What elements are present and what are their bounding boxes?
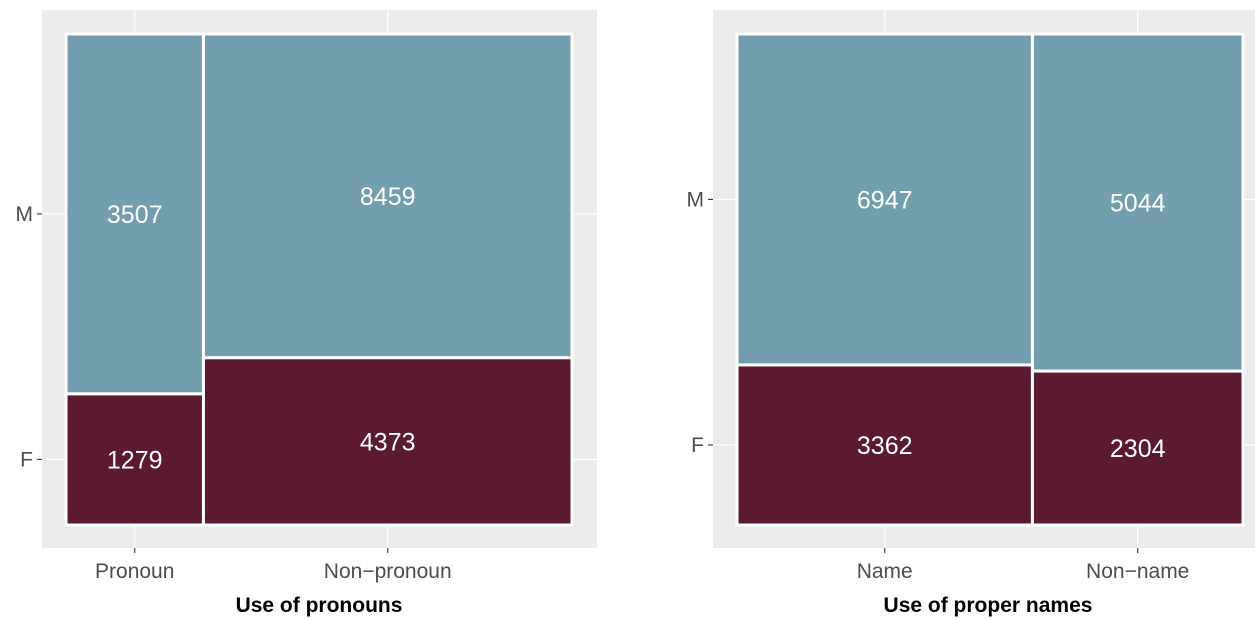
- cell-label-f: 1279: [107, 446, 163, 474]
- cell-labels-pronouns: 1279 3507 4373 8459: [107, 183, 416, 475]
- cell-label-f: 3362: [857, 432, 913, 460]
- cells-proper-names: [735, 32, 1245, 527]
- cell-label-m: 3507: [107, 201, 163, 229]
- cell-f: [201, 356, 574, 527]
- cells-pronouns: [64, 32, 574, 527]
- x-tick-label: Non−name: [1086, 560, 1189, 583]
- cell-label-m: 8459: [360, 183, 416, 211]
- cell-label-m: 6947: [857, 186, 913, 214]
- y-axis-proper-names: FM: [687, 188, 713, 457]
- x-tick-label: Pronoun: [95, 560, 174, 583]
- x-tick-label: Non−pronoun: [324, 560, 452, 583]
- x-axis-title-pronouns: Use of pronouns: [236, 594, 403, 617]
- y-tick-label-f: F: [20, 448, 33, 471]
- y-axis-pronouns: FM: [16, 203, 42, 471]
- cell-f: [1030, 369, 1245, 527]
- x-tick-label: Name: [857, 560, 913, 583]
- y-tick-label-m: M: [16, 203, 34, 226]
- cell-m: [201, 32, 574, 360]
- cell-label-m: 5044: [1110, 190, 1166, 218]
- y-tick-label-m: M: [687, 188, 705, 211]
- x-axis-proper-names: Name Non−name: [857, 548, 1189, 583]
- cell-labels-proper-names: 3362 6947 2304 5044: [857, 186, 1166, 463]
- cell-label-f: 2304: [1110, 435, 1166, 463]
- cell-m: [1030, 32, 1245, 373]
- x-axis-pronouns: Pronoun Non−pronoun: [95, 548, 452, 583]
- y-tick-label-f: F: [691, 434, 704, 457]
- cell-f: [64, 392, 205, 527]
- cell-label-f: 4373: [360, 428, 416, 456]
- cell-f: [735, 363, 1034, 527]
- cell-m: [64, 32, 205, 396]
- cell-m: [735, 32, 1034, 367]
- x-axis-title-proper-names: Use of proper names: [884, 594, 1093, 617]
